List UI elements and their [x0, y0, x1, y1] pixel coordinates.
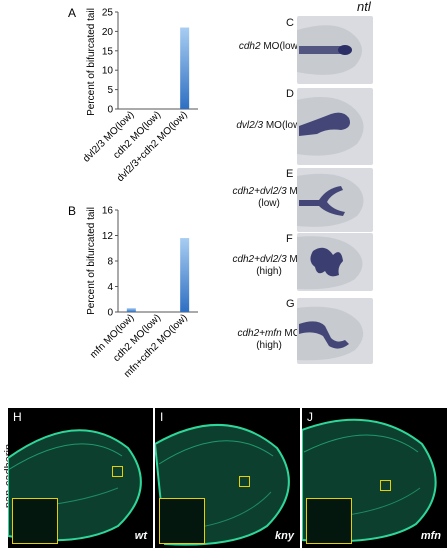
panel-letter-b: B — [68, 204, 76, 218]
panel-letter-d: D — [286, 88, 294, 100]
roi-box — [380, 480, 391, 491]
panel-letter-g: G — [286, 298, 295, 310]
y-tick-label: 8 — [107, 257, 113, 268]
y-tick-label: 4 — [107, 282, 113, 293]
embryo-image-c — [297, 16, 373, 84]
y-tick-label: 20 — [102, 27, 114, 38]
panel-letter-i: I — [160, 410, 164, 424]
zoom-inset — [159, 498, 205, 544]
roi-box — [239, 476, 250, 487]
y-tick-label: 0 — [107, 308, 113, 319]
bar — [180, 27, 190, 109]
roi-box — [112, 466, 123, 477]
y-tick-label: 15 — [102, 46, 114, 57]
panel-label-d: dvl2/3 MO(low) — [236, 120, 304, 131]
chart-a: A Percent of bifurcated tail 0510152025d… — [68, 6, 198, 184]
panel-label-c: cdh2 MO(low) — [238, 41, 302, 52]
zoom-inset — [12, 498, 58, 544]
panel-letter-c: C — [286, 17, 294, 29]
panel-letter-j: J — [307, 410, 313, 424]
y-tick-label: 12 — [102, 231, 114, 242]
y-axis-label: Percent of bifurcated tail — [86, 207, 97, 315]
micrograph-i: I kny — [155, 408, 300, 548]
y-tick-label: 16 — [102, 206, 114, 217]
panel-label-g: cdh2+mfn MO (high) — [237, 328, 301, 351]
bar — [126, 308, 136, 312]
embryo-image-g — [297, 298, 373, 364]
y-tick-label: 5 — [107, 85, 113, 96]
y-tick-label: 0 — [107, 105, 113, 116]
y-tick-label: 25 — [102, 8, 114, 19]
zoom-inset — [306, 498, 352, 544]
genotype-label: mfn — [420, 530, 441, 542]
genotype-label: wt — [134, 530, 147, 542]
genotype-label: kny — [275, 530, 294, 542]
gene-header: ntl — [357, 0, 371, 14]
bar — [180, 238, 190, 312]
panel-letter-f: F — [286, 233, 293, 245]
y-axis-label: Percent of bifurcated tail — [86, 8, 97, 116]
panel-letter-h: H — [13, 410, 22, 424]
panel-letter-a: A — [68, 6, 76, 20]
panel-letter-e: E — [286, 168, 294, 180]
micrograph-h: H wt — [8, 408, 153, 548]
embryo-image-d — [297, 88, 373, 165]
embryo-image-f — [297, 233, 373, 291]
chart-b: B Percent of bifurcated tail 0481216mfn … — [68, 204, 198, 380]
micrograph-j: J mfn — [302, 408, 447, 548]
embryo-image-e — [297, 168, 373, 232]
y-tick-label: 10 — [102, 66, 114, 77]
